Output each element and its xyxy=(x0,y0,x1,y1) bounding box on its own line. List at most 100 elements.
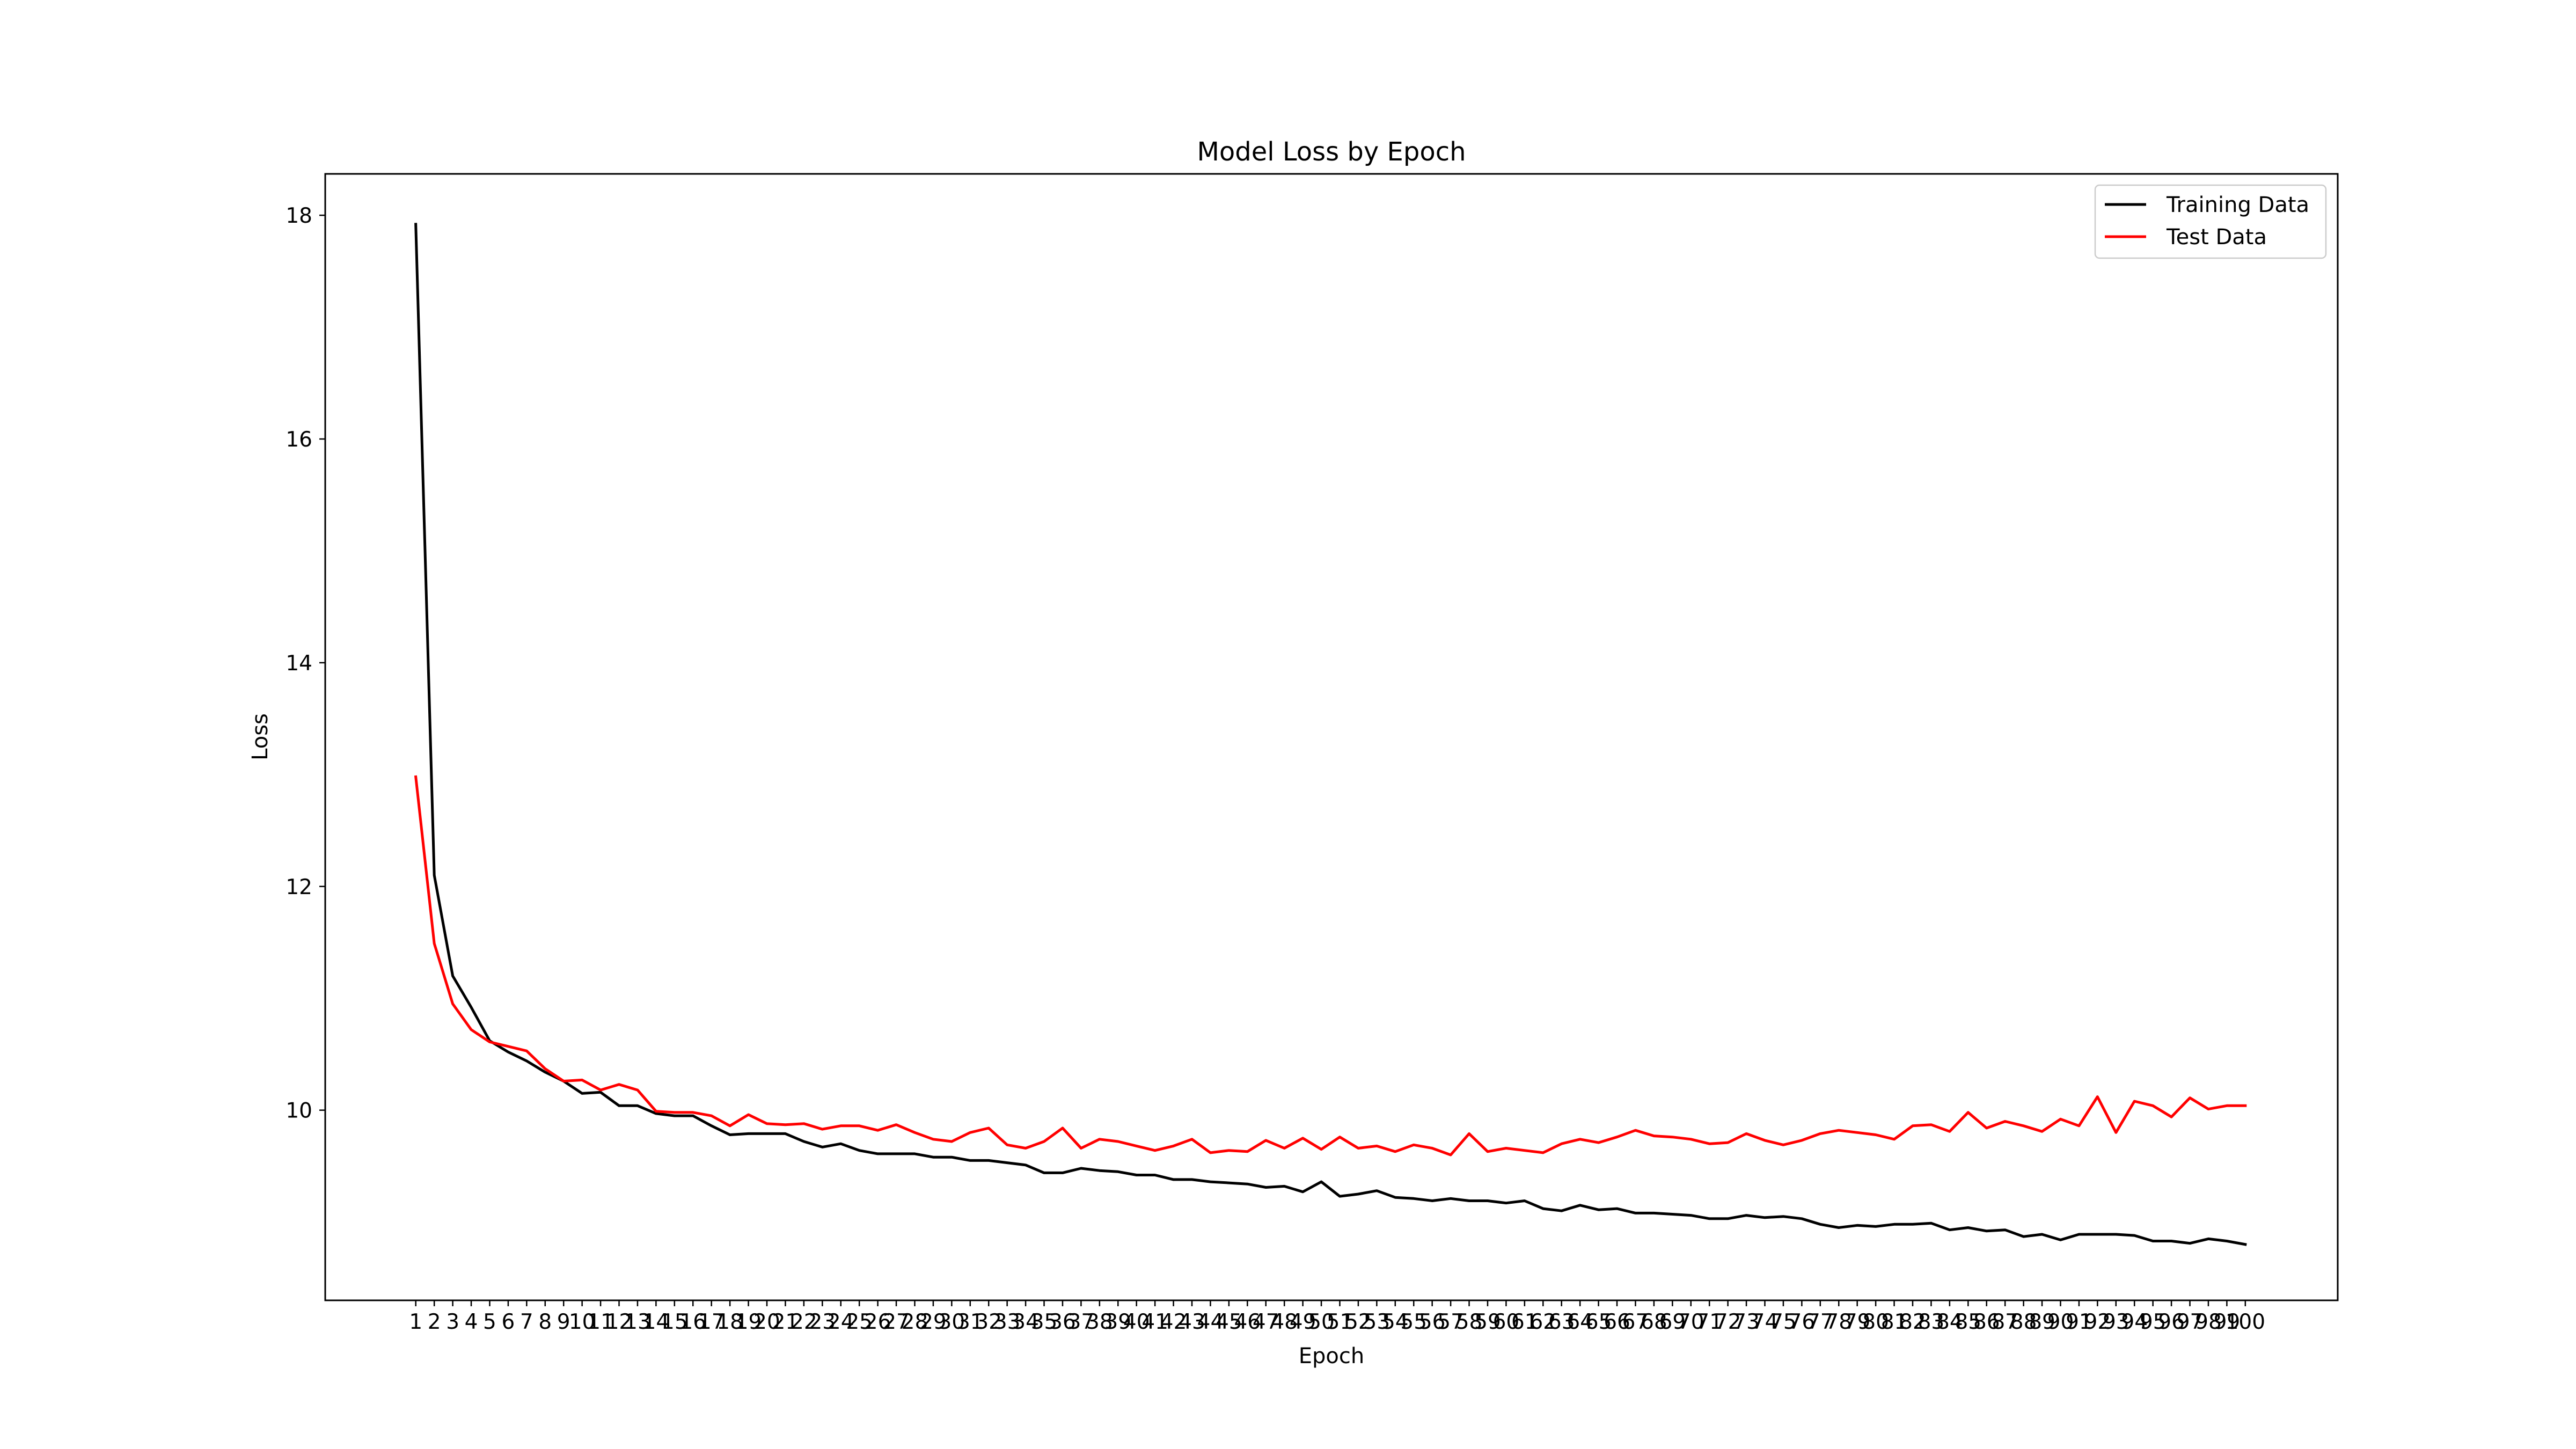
x-tick-label: 21 xyxy=(772,1310,799,1334)
x-axis-label: Epoch xyxy=(1299,1344,1364,1368)
x-tick-label: 77 xyxy=(1807,1310,1834,1334)
x-tick-label: 2 xyxy=(428,1310,441,1334)
y-tick-label: 18 xyxy=(286,204,312,228)
x-tick-label: 79 xyxy=(1844,1310,1871,1334)
x-tick-label: 52 xyxy=(1345,1310,1372,1334)
series-line-test-data xyxy=(414,775,2247,1157)
x-tick-label: 25 xyxy=(846,1310,873,1334)
y-axis-ticks: 10 12 14 16 18 xyxy=(286,204,325,1123)
y-tick-label: 14 xyxy=(286,652,312,676)
x-tick-label: 39 xyxy=(1104,1310,1131,1334)
x-tick-label: 42 xyxy=(1160,1310,1187,1334)
x-tick-label: 36 xyxy=(1049,1310,1076,1334)
series-line-training-data xyxy=(414,223,2247,1246)
x-tick-label: 11 xyxy=(587,1310,614,1334)
x-tick-label: 45 xyxy=(1216,1310,1242,1334)
x-tick-label: 85 xyxy=(1955,1310,1981,1334)
x-tick-label: 76 xyxy=(1789,1310,1816,1334)
legend-label-training-data: Training Data xyxy=(2166,193,2309,217)
x-tick-label: 62 xyxy=(1529,1310,1556,1334)
x-tick-label: 35 xyxy=(1031,1310,1058,1334)
x-tick-label: 68 xyxy=(1641,1310,1667,1334)
y-tick-label: 12 xyxy=(286,875,312,899)
x-tick-label: 54 xyxy=(1382,1310,1409,1334)
x-tick-label: 97 xyxy=(2177,1310,2204,1334)
x-tick-label: 19 xyxy=(735,1310,762,1334)
x-tick-label: 7 xyxy=(520,1310,533,1334)
y-tick-label: 16 xyxy=(286,428,312,452)
x-tick-label: 91 xyxy=(2066,1310,2092,1334)
x-tick-label: 10 xyxy=(569,1310,596,1334)
series-lines xyxy=(414,223,2247,1246)
x-tick-label: 49 xyxy=(1290,1310,1316,1334)
x-tick-label: 1 xyxy=(409,1310,422,1334)
x-tick-label: 64 xyxy=(1567,1310,1593,1334)
x-tick-label: 12 xyxy=(606,1310,633,1334)
x-tick-label: 57 xyxy=(1437,1310,1464,1334)
x-tick-label: 18 xyxy=(716,1310,743,1334)
x-tick-label: 14 xyxy=(643,1310,670,1334)
x-tick-label: 24 xyxy=(828,1310,854,1334)
x-tick-label: 67 xyxy=(1622,1310,1649,1334)
x-tick-label: 20 xyxy=(753,1310,780,1334)
x-tick-label: 30 xyxy=(939,1310,965,1334)
x-tick-label: 83 xyxy=(1918,1310,1945,1334)
x-tick-label: 56 xyxy=(1419,1310,1446,1334)
y-tick-label: 10 xyxy=(286,1099,312,1123)
plot-area-frame xyxy=(324,173,2339,1301)
x-tick-label: 29 xyxy=(920,1310,947,1334)
x-tick-label: 16 xyxy=(679,1310,706,1334)
x-tick-label: 46 xyxy=(1234,1310,1261,1334)
x-tick-label: 17 xyxy=(698,1310,725,1334)
x-tick-label: 4 xyxy=(465,1310,478,1334)
x-tick-label: 99 xyxy=(2214,1310,2241,1334)
x-tick-label: 75 xyxy=(1770,1310,1797,1334)
x-tick-label: 47 xyxy=(1253,1310,1279,1334)
x-tick-label: 65 xyxy=(1585,1310,1612,1334)
x-tick-label: 73 xyxy=(1733,1310,1760,1334)
x-tick-label: 55 xyxy=(1400,1310,1427,1334)
x-tick-label: 90 xyxy=(2047,1310,2074,1334)
x-tick-label: 88 xyxy=(2010,1310,2037,1334)
x-tick-label: 59 xyxy=(1474,1310,1501,1334)
x-tick-label: 32 xyxy=(975,1310,1002,1334)
legend-label-test-data: Test Data xyxy=(2166,225,2267,250)
x-tick-label: 87 xyxy=(1992,1310,2018,1334)
x-tick-label: 72 xyxy=(1715,1310,1741,1334)
x-tick-label: 89 xyxy=(2029,1310,2055,1334)
x-tick-label: 40 xyxy=(1123,1310,1150,1334)
x-tick-label: 50 xyxy=(1308,1310,1335,1334)
x-tick-label: 34 xyxy=(1012,1310,1039,1334)
x-axis-ticks: 1 2 3 4 5 6 7 8 91011121314151617181920212223242… xyxy=(409,1300,2265,1334)
x-tick-label: 28 xyxy=(902,1310,928,1334)
x-tick-label: 94 xyxy=(2121,1310,2148,1334)
x-tick-label: 63 xyxy=(1548,1310,1575,1334)
x-tick-label: 9 xyxy=(557,1310,570,1334)
x-tick-label: 48 xyxy=(1271,1310,1298,1334)
x-tick-label: 58 xyxy=(1456,1310,1483,1334)
x-tick-label: 15 xyxy=(661,1310,688,1334)
x-tick-label: 23 xyxy=(809,1310,836,1334)
x-tick-label: 38 xyxy=(1086,1310,1113,1334)
chart-title: Model Loss by Epoch xyxy=(1197,137,1466,167)
x-tick-label: 41 xyxy=(1141,1310,1168,1334)
x-tick-label: 71 xyxy=(1696,1310,1723,1334)
legend: Training Data Test Data xyxy=(2094,184,2327,259)
legend-box xyxy=(2094,184,2327,259)
x-tick-label: 95 xyxy=(2140,1310,2167,1334)
x-tick-label: 86 xyxy=(1973,1310,2000,1334)
x-tick-label: 51 xyxy=(1327,1310,1353,1334)
x-tick-label: 100 xyxy=(2226,1310,2265,1334)
x-tick-label: 69 xyxy=(1659,1310,1686,1334)
x-tick-label: 70 xyxy=(1678,1310,1704,1334)
x-tick-label: 93 xyxy=(2103,1310,2129,1334)
x-tick-label: 61 xyxy=(1511,1310,1538,1334)
x-tick-label: 81 xyxy=(1881,1310,1908,1334)
x-tick-label: 13 xyxy=(624,1310,651,1334)
x-tick-label: 92 xyxy=(2084,1310,2111,1334)
x-tick-label: 98 xyxy=(2195,1310,2222,1334)
x-tick-label: 44 xyxy=(1197,1310,1224,1334)
x-tick-label: 37 xyxy=(1068,1310,1095,1334)
x-tick-label: 8 xyxy=(538,1310,552,1334)
